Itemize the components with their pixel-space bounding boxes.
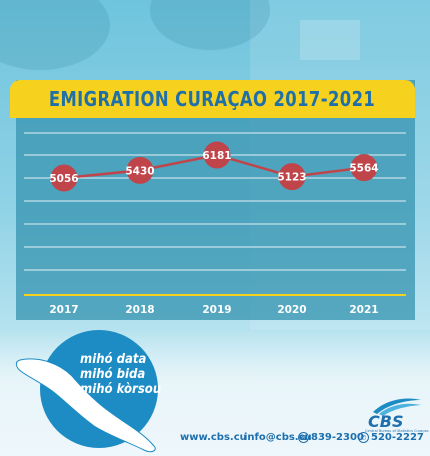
- data-point: [126, 156, 154, 184]
- x-tick-label: 2017: [49, 304, 78, 316]
- cbs-logo-text: CBS: [368, 412, 404, 431]
- x-tick-label: 2018: [125, 304, 154, 316]
- x-tick-label: 2019: [202, 304, 231, 316]
- data-point: [50, 164, 78, 192]
- email-link[interactable]: info@cbs.cu: [244, 432, 312, 443]
- cbs-logo-icon: [373, 398, 421, 416]
- slogan-line-2: mihó bida: [80, 367, 146, 382]
- website-link[interactable]: www.cbs.cu: [180, 432, 247, 443]
- cbs-logo-subtitle: Central Bureau of Statistics Curaçao: [365, 429, 429, 433]
- slogan-line-3: mihó kòrsou: [80, 382, 162, 397]
- contact-footer: www.cbs.cu info@cbs.cu ☎ 839-2300 ✆ 520-…: [180, 432, 425, 450]
- island-map-icon: [15, 358, 156, 453]
- x-tick-labels: 2017 2018 2019 2020 2021: [49, 304, 378, 316]
- data-label: 5564: [349, 163, 378, 175]
- background-window: [300, 20, 360, 60]
- data-point: [350, 154, 378, 182]
- data-label: 5056: [49, 173, 78, 185]
- phone-1-number: 839-2300: [311, 432, 364, 443]
- chart-title: EMIGRATION CURAÇAO 2017-2021: [49, 87, 376, 111]
- phone-2-number: 520-2227: [371, 432, 424, 443]
- grid-lines: [24, 132, 406, 271]
- phone-1[interactable]: ☎ 839-2300: [298, 432, 364, 443]
- line-chart: 5056 5430 6181 5123 5564 2017 2018 2019 2020 202…: [24, 132, 406, 316]
- x-tick-label: 2020: [277, 304, 306, 316]
- chart-panel: [16, 80, 415, 320]
- slogan-line-1: mihó data: [80, 352, 147, 367]
- x-tick-label: 2021: [349, 304, 378, 316]
- phone-2[interactable]: ✆ 520-2227: [358, 432, 424, 443]
- data-label: 6181: [202, 150, 231, 162]
- phone-icon: ☎: [298, 432, 309, 443]
- data-point: [278, 163, 306, 191]
- series-emigration: 5056 5430 6181 5123 5564: [49, 141, 379, 192]
- whatsapp-icon: ✆: [358, 432, 369, 443]
- data-label: 5123: [277, 172, 306, 184]
- data-label: 5430: [125, 165, 154, 177]
- data-point: [203, 141, 231, 169]
- chart-title-bar: EMIGRATION CURAÇAO 2017-2021: [10, 80, 415, 118]
